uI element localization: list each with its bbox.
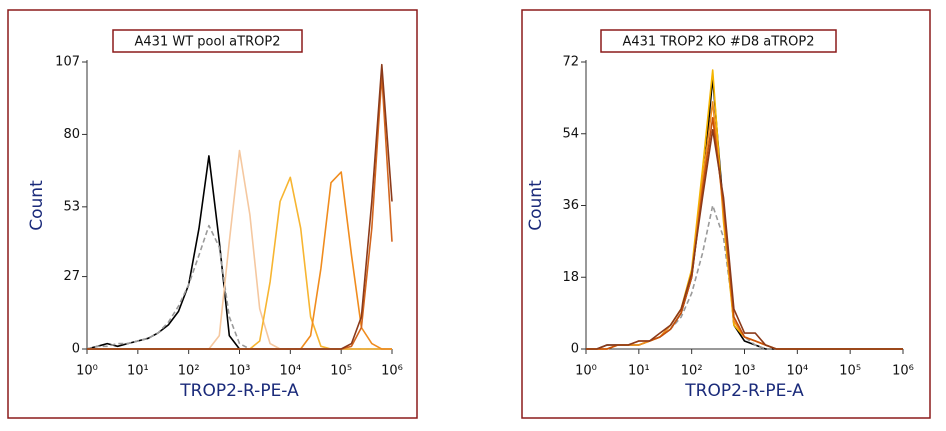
y-tick-label: 72	[562, 55, 579, 70]
panel-frame	[521, 9, 931, 419]
y-tick-label: 18	[562, 270, 579, 285]
x-axis-label: TROP2-R-PE-A	[684, 381, 804, 401]
x-tick-label: 10⁶	[892, 364, 914, 379]
histogram-line	[87, 63, 393, 350]
x-tick-label: 10²	[178, 364, 200, 379]
x-tick-label: 10⁵	[839, 364, 861, 379]
y-axis-label: Count	[27, 180, 47, 231]
chart-title: A431 WT pool aTROP2	[135, 35, 281, 50]
chart-title: A431 TROP2 KO #D8 aTROP2	[622, 35, 814, 50]
y-tick-label: 36	[562, 198, 579, 213]
title-box	[600, 29, 837, 53]
y-axis-label: Count	[526, 180, 546, 231]
y-tick-label: 0	[571, 342, 579, 357]
x-tick-label: 10²	[681, 364, 703, 379]
x-tick-label: 10⁶	[381, 364, 403, 379]
x-axis-label: TROP2-R-PE-A	[179, 381, 299, 401]
histogram-line	[586, 129, 903, 350]
x-tick-label: 10⁴	[279, 364, 301, 379]
y-tick-label: 0	[72, 342, 80, 357]
x-tick-label: 10³	[734, 364, 756, 379]
x-tick-label: 10⁰	[575, 364, 597, 379]
y-tick-label: 107	[55, 55, 80, 70]
y-tick-label: 54	[562, 126, 579, 141]
x-tick-label: 10⁴	[786, 364, 808, 379]
title-box	[112, 29, 303, 53]
x-tick-label: 10⁰	[76, 364, 98, 379]
x-tick-label: 10⁵	[330, 364, 352, 379]
x-tick-label: 10¹	[628, 364, 650, 379]
y-tick-label: 27	[63, 269, 80, 284]
x-tick-label: 10¹	[127, 364, 149, 379]
panel-frame	[7, 9, 418, 419]
y-tick-label: 80	[63, 127, 80, 142]
x-tick-label: 10³	[229, 364, 251, 379]
y-tick-label: 53	[63, 199, 80, 214]
